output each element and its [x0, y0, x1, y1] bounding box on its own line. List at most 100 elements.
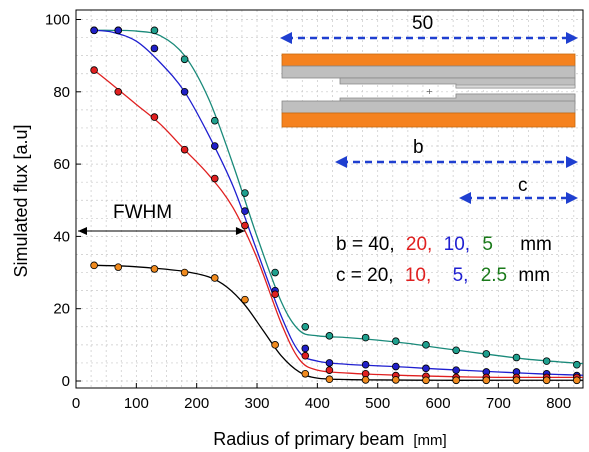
dim-50-arrowhead-left [280, 32, 292, 44]
axes [75, 9, 584, 389]
fit-curve-2 [93, 69, 583, 379]
dim-50-arrowhead-right [566, 32, 578, 44]
fwhm-annotation: FWHM [78, 202, 245, 235]
gray-plate-bottom [281, 100, 576, 114]
data-point-0 [542, 357, 551, 365]
b-val-20: 20, [406, 234, 432, 255]
data-point-3 [422, 376, 430, 385]
y-tick-label: 60 [53, 156, 70, 173]
y-tick-labels: 0 20 40 60 80 100 [45, 12, 81, 390]
dim-b-arrowhead-right [566, 156, 578, 168]
data-point-1 [422, 364, 430, 373]
data-point-2 [150, 113, 159, 121]
data-point-3 [180, 268, 189, 277]
x-tick-labels: 0 100 200 300 400 500 600 700 800 [72, 383, 571, 412]
y-tick-label: 100 [45, 12, 70, 29]
data-point-3 [542, 376, 551, 385]
x-tick-label: 200 [184, 395, 209, 412]
fwhm-label: FWHM [113, 202, 172, 223]
data-point-1 [90, 26, 98, 35]
data-point-3 [512, 376, 521, 385]
data-point-3 [90, 261, 98, 270]
x-tick-label: 500 [365, 395, 390, 412]
orange-plate-top [281, 53, 576, 67]
data-point-1 [361, 360, 370, 369]
fwhm-arrowhead-left [78, 226, 87, 235]
fwhm-arrowhead-right [235, 226, 245, 235]
y-axis-label: Simulated flux [a.u] [11, 124, 31, 277]
dim-c-arrowhead-left [459, 192, 471, 204]
parameter-legend: b = 40, 20, 10, 5 mm c = 20, 10, 5, 2.5 … [336, 234, 552, 286]
data-point-0 [422, 341, 430, 349]
c-val-2-5: 2.5 [481, 265, 507, 286]
data-point-0 [210, 116, 219, 125]
data-point-0 [325, 332, 334, 340]
c-prefix: c = 20, [336, 265, 394, 286]
data-point-1 [241, 207, 249, 215]
x-tick-label: 800 [546, 395, 571, 412]
data-point-3 [241, 295, 249, 304]
data-point-0 [573, 360, 581, 369]
plot-frame [75, 9, 584, 389]
data-point-2 [180, 145, 189, 154]
c-values-line: c = 20, 10, 5, 2.5 mm [336, 265, 550, 286]
b-val-5: 5 [482, 234, 493, 255]
x-tick-label: 100 [124, 395, 149, 412]
x-axis-label: Radius of primary beam [mm] [213, 429, 446, 449]
data-point-2 [210, 174, 219, 183]
data-point-0 [241, 189, 249, 197]
data-point-2 [325, 366, 334, 374]
data-point-2 [301, 351, 310, 360]
data-point-3 [482, 376, 491, 385]
data-point-3 [271, 341, 279, 349]
x-axis-label-main: Radius of primary beam [213, 429, 404, 449]
data-point-3 [114, 263, 123, 271]
data-point-3 [361, 376, 370, 384]
data-point-0 [301, 322, 310, 331]
y-tick-label: 0 [62, 373, 70, 390]
data-point-2 [241, 221, 249, 230]
data-point-0 [271, 268, 279, 277]
b-values-line: b = 40, 20, 10, 5 mm [336, 234, 552, 255]
dim-b-arrowhead-left [335, 156, 347, 168]
x-tick-label: 600 [426, 395, 451, 412]
x-tick-label: 400 [305, 395, 330, 412]
dim-c-label: c [518, 175, 528, 196]
data-point-1 [301, 344, 310, 353]
gray-plate-top [281, 65, 576, 79]
x-tick-label: 300 [245, 395, 270, 412]
data-point-1 [150, 44, 159, 53]
inner-line-top [455, 84, 576, 89]
data-point-0 [392, 337, 400, 346]
data-point-1 [210, 142, 219, 150]
dim-50-label: 50 [412, 13, 433, 34]
b-prefix: b = 40, [336, 234, 395, 255]
data-point-1 [392, 362, 400, 371]
x-tick-label: 700 [486, 395, 511, 412]
data-point-3 [392, 376, 400, 384]
data-point-2 [271, 290, 279, 299]
data-point-3 [325, 375, 334, 383]
c-unit: mm [518, 265, 550, 286]
x-axis-label-unit: [mm] [413, 432, 446, 449]
data-point-3 [301, 369, 310, 378]
data-point-3 [452, 376, 460, 385]
y-tick-label: 20 [53, 301, 70, 318]
data-point-0 [150, 26, 159, 35]
y-tick-label: 40 [53, 228, 70, 245]
data-point-0 [482, 350, 491, 358]
data-point-1 [180, 88, 189, 96]
dim-c-arrowhead-right [566, 192, 578, 204]
data-points [90, 26, 581, 385]
c-val-5: 5, [453, 265, 469, 286]
x-tick-label: 0 [72, 395, 80, 412]
data-point-0 [180, 55, 189, 64]
data-point-3 [573, 376, 581, 385]
data-point-0 [512, 353, 521, 362]
c-val-10: 10, [405, 265, 431, 286]
data-point-3 [150, 265, 159, 273]
data-point-2 [114, 88, 123, 96]
data-point-1 [325, 359, 334, 367]
fit-curve-0 [94, 29, 583, 365]
